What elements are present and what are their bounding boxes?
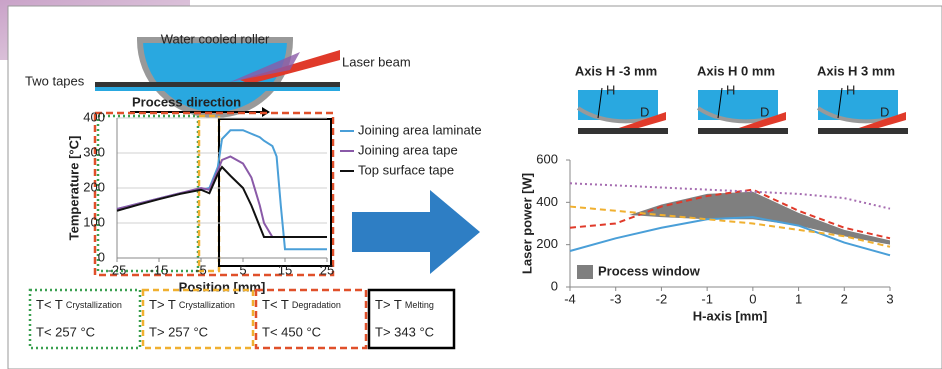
x-tick-label: 1 <box>795 291 802 306</box>
condition-sub: Melting <box>405 300 434 310</box>
x-tick-label: -4 <box>564 291 576 306</box>
panel-tape <box>578 128 668 134</box>
x-tick-label: 0 <box>749 291 756 306</box>
panel-h: H <box>846 82 855 97</box>
condition-limit: T> 343 °C <box>375 324 434 339</box>
y-tick-label: 100 <box>83 214 105 229</box>
panel-h: H <box>726 82 735 97</box>
y-axis-label: Temperature [°C] <box>66 136 81 241</box>
x-tick-label: 15 <box>278 262 292 277</box>
y-tick-label: 300 <box>83 144 105 159</box>
panel-d: D <box>640 104 649 119</box>
y-tick-label: 400 <box>83 109 105 124</box>
x-tick-label: -2 <box>656 291 668 306</box>
y-tick-label: 200 <box>536 236 558 251</box>
panel-title: Axis H 3 mm <box>817 63 895 78</box>
x-tick-label: -3 <box>610 291 622 306</box>
condition-sub: Crystallization <box>179 300 235 310</box>
condition-sub: Degradation <box>292 300 341 310</box>
y-axis-label: Laser power [W] <box>519 173 534 274</box>
tape <box>95 82 340 87</box>
label: Water cooled roller <box>161 31 270 46</box>
legend-swatch <box>577 265 593 279</box>
x-tick-label: 25 <box>320 262 334 277</box>
y-tick-label: 200 <box>83 179 105 194</box>
condition-rel: T< T <box>36 297 63 312</box>
x-tick-label: -15 <box>150 262 169 277</box>
panel-title: Axis H -3 mm <box>575 63 657 78</box>
panel-d: D <box>760 104 769 119</box>
y-tick-label: 600 <box>536 151 558 166</box>
legend-label: Top surface tape <box>358 162 454 177</box>
legend-label: Process window <box>598 263 701 278</box>
x-tick-label: 5 <box>239 262 246 277</box>
x-axis-label: H-axis [mm] <box>693 308 767 323</box>
condition-sub: Crystallization <box>66 300 122 310</box>
condition-limit: T> 257 °C <box>149 324 208 339</box>
x-tick-label: -25 <box>108 262 127 277</box>
panel-title: Axis H 0 mm <box>697 63 775 78</box>
panel-h: H <box>606 82 615 97</box>
y-tick-label: 400 <box>536 194 558 209</box>
figure-canvas: Water cooled roller Laser beam Two tapes… <box>0 0 942 369</box>
condition-rel: T> T <box>149 297 176 312</box>
label: Two tapes <box>25 73 85 88</box>
legend-label: Joining area tape <box>358 142 458 157</box>
tape <box>95 87 340 91</box>
x-tick-label: -5 <box>195 262 207 277</box>
label: Process direction <box>132 94 241 109</box>
condition-rel: T< T <box>262 297 289 312</box>
condition-limit: T< 257 °C <box>36 324 95 339</box>
x-tick-label: 2 <box>841 291 848 306</box>
condition-limit: T< 450 °C <box>262 324 321 339</box>
y-tick-label: 0 <box>98 249 105 264</box>
y-tick-label: 0 <box>551 278 558 293</box>
x-tick-label: -1 <box>701 291 713 306</box>
panel-tape <box>818 128 908 134</box>
label: Laser beam <box>342 54 411 69</box>
condition-rel: T> T <box>375 297 402 312</box>
figure: Water cooled roller Laser beam Two tapes… <box>0 0 942 369</box>
panel-d: D <box>880 104 889 119</box>
x-tick-label: 3 <box>886 291 893 306</box>
panel-tape <box>698 128 788 134</box>
legend-label: Joining area laminate <box>358 122 482 137</box>
